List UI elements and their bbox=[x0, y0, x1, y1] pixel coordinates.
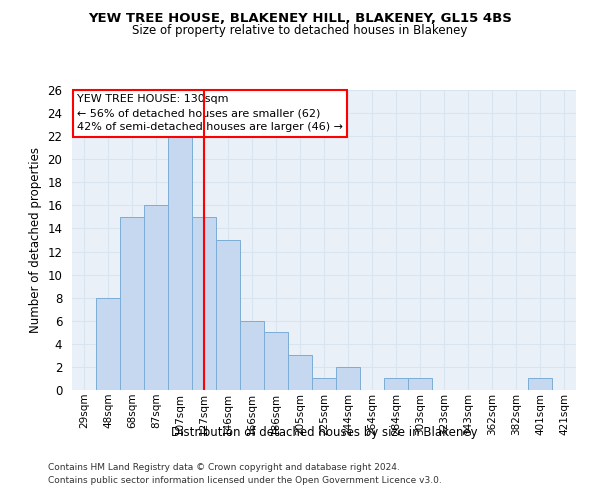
Bar bbox=[264, 332, 288, 390]
Bar bbox=[240, 321, 264, 390]
Text: Contains HM Land Registry data © Crown copyright and database right 2024.: Contains HM Land Registry data © Crown c… bbox=[48, 464, 400, 472]
Bar bbox=[384, 378, 408, 390]
Text: YEW TREE HOUSE, BLAKENEY HILL, BLAKENEY, GL15 4BS: YEW TREE HOUSE, BLAKENEY HILL, BLAKENEY,… bbox=[88, 12, 512, 26]
Bar bbox=[336, 367, 360, 390]
Bar bbox=[168, 136, 192, 390]
Bar bbox=[288, 356, 312, 390]
Bar bbox=[216, 240, 240, 390]
Bar bbox=[312, 378, 336, 390]
Text: YEW TREE HOUSE: 130sqm
← 56% of detached houses are smaller (62)
42% of semi-det: YEW TREE HOUSE: 130sqm ← 56% of detached… bbox=[77, 94, 343, 132]
Bar bbox=[120, 217, 144, 390]
Text: Contains public sector information licensed under the Open Government Licence v3: Contains public sector information licen… bbox=[48, 476, 442, 485]
Text: Size of property relative to detached houses in Blakeney: Size of property relative to detached ho… bbox=[133, 24, 467, 37]
Bar bbox=[528, 378, 552, 390]
Y-axis label: Number of detached properties: Number of detached properties bbox=[29, 147, 42, 333]
Bar bbox=[144, 206, 168, 390]
Text: Distribution of detached houses by size in Blakeney: Distribution of detached houses by size … bbox=[170, 426, 478, 439]
Bar bbox=[408, 378, 432, 390]
Bar bbox=[96, 298, 120, 390]
Bar bbox=[192, 217, 216, 390]
